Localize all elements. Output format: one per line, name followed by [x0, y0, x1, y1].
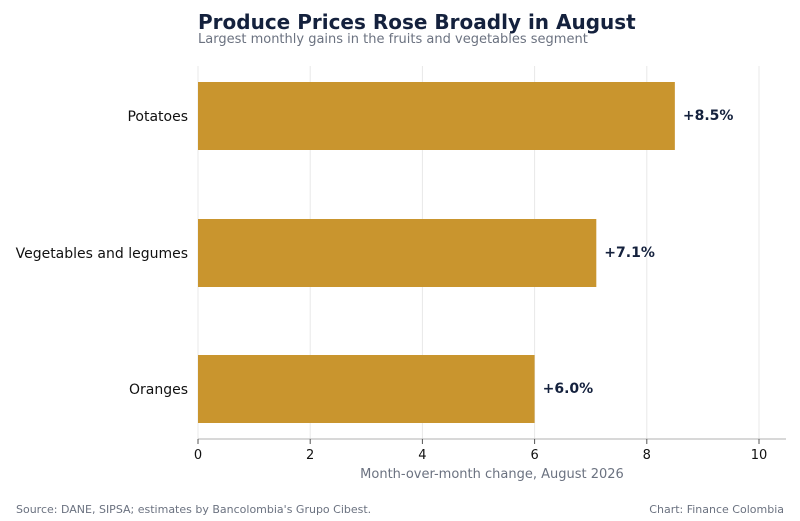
value-label-vegetables-and-legumes: +7.1% — [604, 245, 655, 261]
chart-credit: Chart: Finance Colombia — [649, 503, 784, 516]
x-tick-label-6: 6 — [530, 448, 538, 463]
x-tick-label-8: 8 — [643, 448, 651, 463]
x-tick-label-0: 0 — [194, 448, 202, 463]
value-label-oranges: +6.0% — [543, 381, 594, 397]
chart-subtitle: Largest monthly gains in the fruits and … — [198, 32, 588, 47]
bar-potatoes — [198, 82, 675, 150]
x-axis-title: Month-over-month change, August 2026 — [360, 467, 624, 482]
category-label-oranges: Oranges — [129, 382, 188, 398]
category-labels: Potatoes Vegetables and legumes Oranges — [16, 109, 188, 398]
x-tick-label-2: 2 — [306, 448, 314, 463]
bar-vegetables-and-legumes — [198, 219, 597, 287]
x-tick-label-10: 10 — [751, 448, 768, 463]
bar-oranges — [198, 355, 535, 423]
x-axis: 0 2 4 6 8 10 — [194, 438, 786, 463]
chart-title: Produce Prices Rose Broadly in August — [198, 10, 636, 34]
source-note: Source: DANE, SIPSA; estimates by Bancol… — [16, 503, 371, 516]
value-label-potatoes: +8.5% — [683, 108, 734, 124]
x-tick-label-4: 4 — [418, 448, 426, 463]
category-label-vegetables-and-legumes: Vegetables and legumes — [16, 246, 188, 262]
category-label-potatoes: Potatoes — [127, 109, 188, 125]
value-labels: +8.5% +7.1% +6.0% — [543, 108, 734, 397]
bars — [198, 82, 675, 423]
